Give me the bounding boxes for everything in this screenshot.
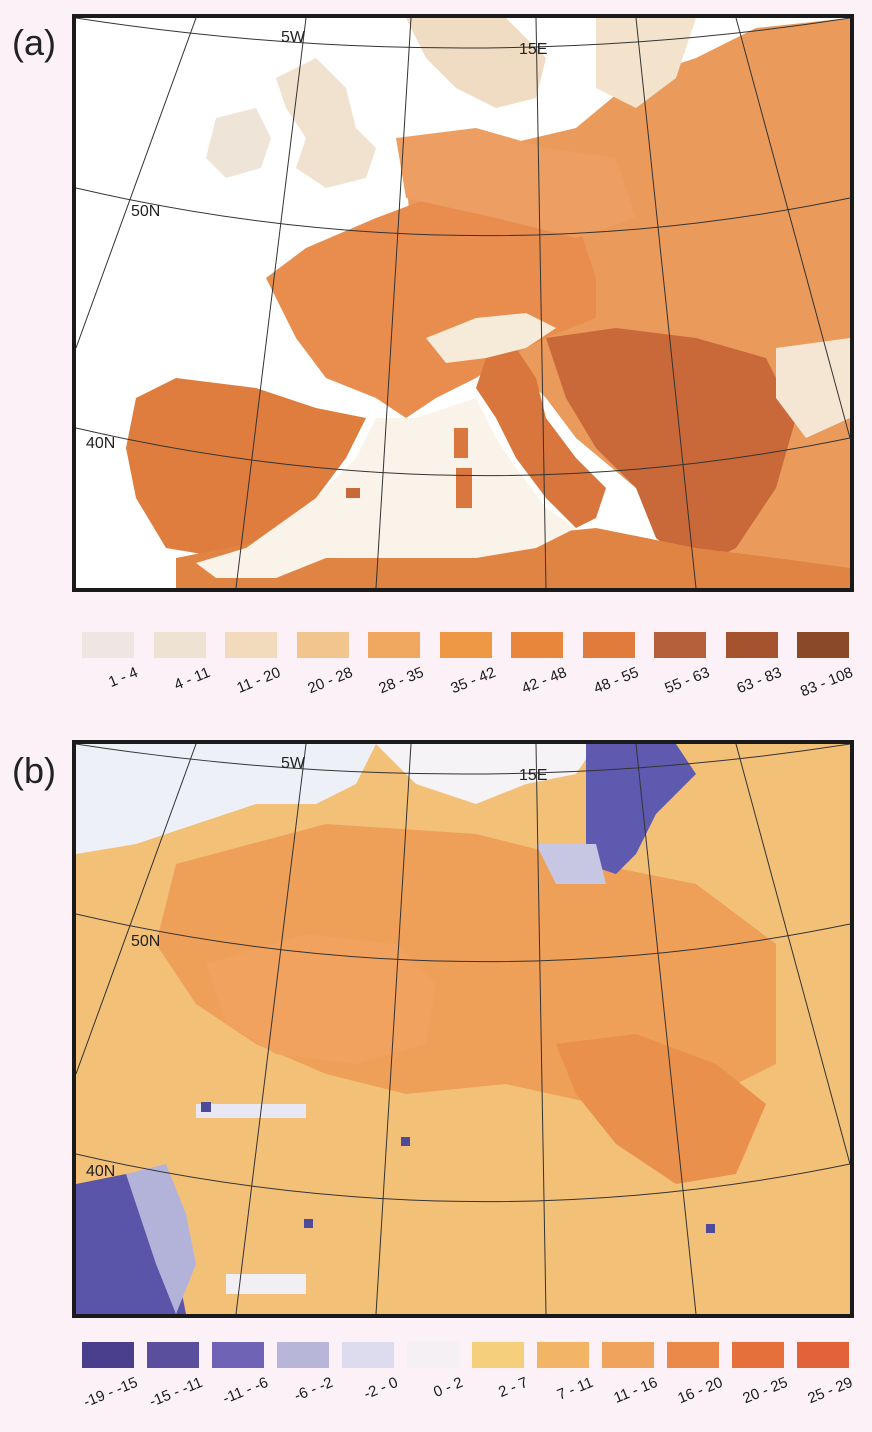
legend-label: 55 - 63: [662, 664, 713, 698]
legend-a: 1 - 4 4 - 11 11 - 20 20 - 28 28 - 35 35 - 42 4…: [0, 632, 872, 722]
iberia-pale-region: [126, 1164, 196, 1314]
legend-label: -15 - -11: [147, 1374, 205, 1411]
label-40n-b: 40N: [86, 1163, 115, 1180]
mediterranean-sea: [196, 398, 576, 578]
legend-swatch: [797, 1342, 849, 1368]
coastal-pale-1: [196, 1104, 306, 1118]
land-baltic-north: [596, 18, 696, 108]
alps-pale-region: [426, 313, 556, 363]
label-5w-b: 5W: [281, 755, 306, 772]
land-france-central: [266, 188, 596, 418]
map-panel-a: 5W 15E 50N 40N: [72, 14, 854, 592]
legend-swatch: [82, 632, 134, 658]
legend-label: 1 - 4: [106, 664, 141, 692]
land-british-isles: [276, 58, 376, 188]
legend-b: -19 - -15 -15 - -11 -11 - -6 -6 - -2 -2 - 0 0…: [0, 1342, 872, 1432]
legend-swatch: [82, 1342, 134, 1368]
legend-swatch: [277, 1342, 329, 1368]
land-germany: [396, 128, 636, 238]
island-mallorca: [346, 488, 360, 498]
legend-swatch: [153, 632, 206, 658]
label-50n-b: 50N: [131, 933, 160, 950]
legend-label: 4 - 11: [171, 664, 213, 694]
label-15e: 15E: [519, 41, 547, 58]
baltic-negative-region: [586, 744, 696, 874]
legend-label: 0 - 2: [431, 1374, 466, 1402]
legend-swatch: [797, 632, 849, 658]
legend-swatch: [296, 632, 349, 658]
panel-b-label: (b): [12, 750, 56, 791]
island-corsica: [454, 428, 468, 458]
legend-swatch: [732, 1342, 784, 1368]
land-france-orange: [206, 934, 436, 1064]
legend-swatch: [212, 1342, 264, 1368]
legend-swatch: [225, 632, 277, 658]
legend-label: 20 - 28: [304, 664, 355, 698]
graticule-b: [76, 744, 850, 1314]
land-north-africa: [176, 528, 850, 588]
legend-label: 63 - 83: [733, 664, 784, 698]
map-a-svg: 5W 15E 50N 40N: [76, 18, 850, 588]
legend-label: 11 - 16: [611, 1374, 660, 1407]
label-50n: 50N: [131, 203, 160, 220]
legend-swatch: [511, 632, 563, 658]
legend-swatch: [439, 632, 492, 658]
legend-label: -2 - 0: [361, 1374, 401, 1403]
legend-label: 48 - 55: [590, 664, 641, 698]
legend-label: 11 - 20: [234, 664, 283, 697]
coastal-blue-2: [401, 1137, 410, 1146]
legend-label: 25 - 29: [805, 1374, 856, 1408]
map-panel-b: 5W 15E 50N 40N: [72, 740, 854, 1318]
legend-swatch: [472, 1342, 524, 1368]
island-sardinia: [456, 468, 472, 508]
legend-swatch: [582, 632, 635, 658]
label-15e-b: 15E: [519, 767, 547, 784]
legend-swatch: [147, 1342, 199, 1368]
pale-region-northwest: [76, 744, 376, 854]
legend-swatch: [654, 632, 706, 658]
coastal-pale-2: [226, 1274, 306, 1294]
legend-label: 28 - 35: [376, 664, 427, 698]
coastal-blue-1: [201, 1102, 211, 1112]
land-scandinavia: [406, 18, 546, 108]
legend-swatch: [342, 1342, 394, 1368]
land-iberia: [126, 378, 366, 558]
legend-label: 7 - 11: [554, 1374, 596, 1404]
legend-label: 83 - 108: [798, 664, 856, 701]
coastal-blue-3: [304, 1219, 313, 1228]
legend-label: 35 - 42: [447, 664, 498, 698]
land-balkans-orange: [556, 1034, 766, 1184]
coastal-blue-4: [706, 1224, 715, 1233]
legend-label: 42 - 48: [519, 664, 570, 698]
iberia-negative-region: [76, 1174, 186, 1314]
label-5w: 5W: [281, 29, 306, 46]
land-ireland: [206, 108, 271, 178]
legend-label: -6 - -2: [291, 1374, 336, 1405]
legend-swatch: [667, 1342, 719, 1368]
legend-label: 16 - 20: [675, 1374, 726, 1408]
land-italy: [476, 348, 606, 528]
label-40n: 40N: [86, 435, 115, 452]
legend-swatch: [537, 1342, 589, 1368]
legend-swatch: [602, 1342, 654, 1368]
panel-a-label: (a): [12, 22, 56, 63]
legend-label: -11 - -6: [220, 1374, 271, 1408]
legend-swatch: [368, 632, 420, 658]
graticule: [76, 18, 850, 588]
land-balkans: [546, 328, 796, 568]
legend-label: 2 - 7: [496, 1374, 531, 1402]
legend-label: -19 - -15: [81, 1374, 141, 1412]
map-b-svg: 5W 15E 50N 40N: [76, 744, 850, 1314]
baltic-pale-region: [536, 844, 606, 884]
legend-swatch: [725, 632, 778, 658]
legend-label: 20 - 25: [740, 1374, 791, 1408]
black-sea-pale-region: [776, 338, 850, 438]
legend-swatch: [407, 1342, 459, 1368]
